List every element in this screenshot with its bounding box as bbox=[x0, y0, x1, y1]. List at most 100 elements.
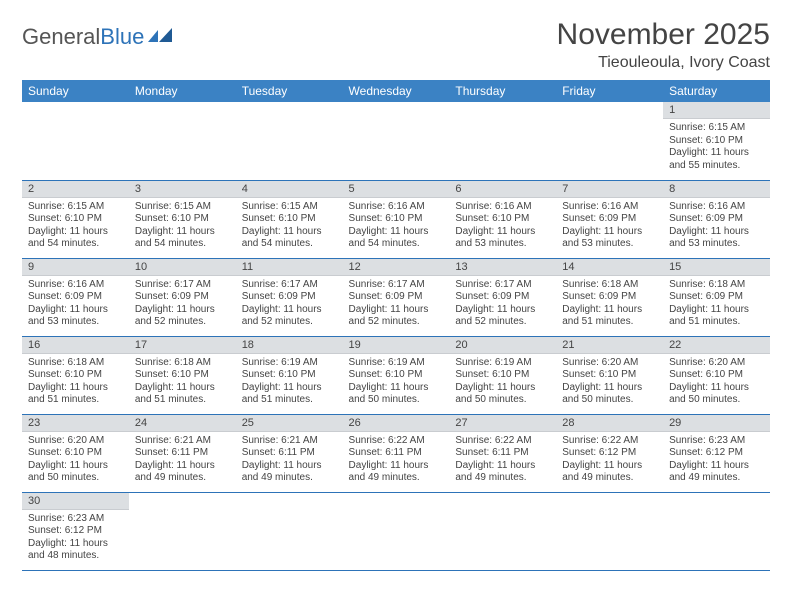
calendar-row: 16Sunrise: 6:18 AMSunset: 6:10 PMDayligh… bbox=[22, 336, 770, 414]
sunset-line: Sunset: 6:10 PM bbox=[349, 369, 444, 382]
day-cell: 18Sunrise: 6:19 AMSunset: 6:10 PMDayligh… bbox=[236, 336, 343, 414]
day-number: 13 bbox=[449, 259, 556, 276]
sunset-line: Sunset: 6:09 PM bbox=[669, 291, 764, 304]
sunset-line: Sunset: 6:09 PM bbox=[562, 213, 657, 226]
daylight-line: Daylight: 11 hours and 51 minutes. bbox=[562, 304, 657, 329]
daylight-line: Daylight: 11 hours and 50 minutes. bbox=[669, 382, 764, 407]
daylight-line: Daylight: 11 hours and 49 minutes. bbox=[349, 460, 444, 485]
day-number: 26 bbox=[343, 415, 450, 432]
day-details: Sunrise: 6:23 AMSunset: 6:12 PMDaylight:… bbox=[22, 510, 129, 569]
day-cell: 21Sunrise: 6:20 AMSunset: 6:10 PMDayligh… bbox=[556, 336, 663, 414]
sunset-line: Sunset: 6:09 PM bbox=[562, 291, 657, 304]
day-details: Sunrise: 6:17 AMSunset: 6:09 PMDaylight:… bbox=[449, 276, 556, 335]
empty-cell bbox=[22, 102, 129, 180]
day-details: Sunrise: 6:17 AMSunset: 6:09 PMDaylight:… bbox=[236, 276, 343, 335]
day-details: Sunrise: 6:22 AMSunset: 6:11 PMDaylight:… bbox=[449, 432, 556, 491]
day-number: 18 bbox=[236, 337, 343, 354]
day-number: 29 bbox=[663, 415, 770, 432]
day-number: 20 bbox=[449, 337, 556, 354]
sunrise-line: Sunrise: 6:16 AM bbox=[455, 201, 550, 214]
day-number: 15 bbox=[663, 259, 770, 276]
sunrise-line: Sunrise: 6:17 AM bbox=[135, 279, 230, 292]
sunset-line: Sunset: 6:09 PM bbox=[455, 291, 550, 304]
day-details: Sunrise: 6:16 AMSunset: 6:10 PMDaylight:… bbox=[449, 198, 556, 257]
day-number: 24 bbox=[129, 415, 236, 432]
logo: GeneralBlue bbox=[22, 24, 174, 50]
sunset-line: Sunset: 6:10 PM bbox=[455, 213, 550, 226]
day-details: Sunrise: 6:21 AMSunset: 6:11 PMDaylight:… bbox=[236, 432, 343, 491]
daylight-line: Daylight: 11 hours and 50 minutes. bbox=[28, 460, 123, 485]
sunset-line: Sunset: 6:10 PM bbox=[28, 369, 123, 382]
day-details: Sunrise: 6:18 AMSunset: 6:09 PMDaylight:… bbox=[556, 276, 663, 335]
sunset-line: Sunset: 6:10 PM bbox=[135, 369, 230, 382]
daylight-line: Daylight: 11 hours and 54 minutes. bbox=[28, 226, 123, 251]
day-number: 23 bbox=[22, 415, 129, 432]
day-number: 28 bbox=[556, 415, 663, 432]
daylight-line: Daylight: 11 hours and 53 minutes. bbox=[28, 304, 123, 329]
calendar-head: SundayMondayTuesdayWednesdayThursdayFrid… bbox=[22, 80, 770, 102]
daylight-line: Daylight: 11 hours and 49 minutes. bbox=[455, 460, 550, 485]
day-number: 25 bbox=[236, 415, 343, 432]
calendar-row: 1Sunrise: 6:15 AMSunset: 6:10 PMDaylight… bbox=[22, 102, 770, 180]
logo-flag-icon bbox=[148, 28, 174, 46]
day-number: 14 bbox=[556, 259, 663, 276]
weekday-header: Thursday bbox=[449, 80, 556, 102]
day-cell: 5Sunrise: 6:16 AMSunset: 6:10 PMDaylight… bbox=[343, 180, 450, 258]
day-cell: 11Sunrise: 6:17 AMSunset: 6:09 PMDayligh… bbox=[236, 258, 343, 336]
day-details: Sunrise: 6:20 AMSunset: 6:10 PMDaylight:… bbox=[663, 354, 770, 413]
sunrise-line: Sunrise: 6:17 AM bbox=[349, 279, 444, 292]
daylight-line: Daylight: 11 hours and 53 minutes. bbox=[455, 226, 550, 251]
sunset-line: Sunset: 6:10 PM bbox=[455, 369, 550, 382]
day-details: Sunrise: 6:18 AMSunset: 6:09 PMDaylight:… bbox=[663, 276, 770, 335]
day-details: Sunrise: 6:18 AMSunset: 6:10 PMDaylight:… bbox=[22, 354, 129, 413]
daylight-line: Daylight: 11 hours and 50 minutes. bbox=[349, 382, 444, 407]
sunset-line: Sunset: 6:10 PM bbox=[669, 369, 764, 382]
day-number: 11 bbox=[236, 259, 343, 276]
daylight-line: Daylight: 11 hours and 51 minutes. bbox=[669, 304, 764, 329]
sunrise-line: Sunrise: 6:18 AM bbox=[562, 279, 657, 292]
empty-cell bbox=[556, 492, 663, 570]
sunrise-line: Sunrise: 6:16 AM bbox=[562, 201, 657, 214]
daylight-line: Daylight: 11 hours and 53 minutes. bbox=[562, 226, 657, 251]
sunset-line: Sunset: 6:11 PM bbox=[455, 447, 550, 460]
day-details: Sunrise: 6:17 AMSunset: 6:09 PMDaylight:… bbox=[343, 276, 450, 335]
daylight-line: Daylight: 11 hours and 49 minutes. bbox=[669, 460, 764, 485]
empty-cell bbox=[343, 102, 450, 180]
day-details: Sunrise: 6:19 AMSunset: 6:10 PMDaylight:… bbox=[236, 354, 343, 413]
day-number: 17 bbox=[129, 337, 236, 354]
day-number: 2 bbox=[22, 181, 129, 198]
sunset-line: Sunset: 6:12 PM bbox=[669, 447, 764, 460]
sunrise-line: Sunrise: 6:16 AM bbox=[669, 201, 764, 214]
day-cell: 3Sunrise: 6:15 AMSunset: 6:10 PMDaylight… bbox=[129, 180, 236, 258]
calendar-row: 30Sunrise: 6:23 AMSunset: 6:12 PMDayligh… bbox=[22, 492, 770, 570]
day-number: 5 bbox=[343, 181, 450, 198]
day-cell: 12Sunrise: 6:17 AMSunset: 6:09 PMDayligh… bbox=[343, 258, 450, 336]
daylight-line: Daylight: 11 hours and 49 minutes. bbox=[242, 460, 337, 485]
weekday-header: Monday bbox=[129, 80, 236, 102]
sunset-line: Sunset: 6:09 PM bbox=[135, 291, 230, 304]
day-details: Sunrise: 6:15 AMSunset: 6:10 PMDaylight:… bbox=[236, 198, 343, 257]
day-details: Sunrise: 6:16 AMSunset: 6:09 PMDaylight:… bbox=[22, 276, 129, 335]
calendar-body: 1Sunrise: 6:15 AMSunset: 6:10 PMDaylight… bbox=[22, 102, 770, 570]
daylight-line: Daylight: 11 hours and 48 minutes. bbox=[28, 538, 123, 563]
weekday-header: Wednesday bbox=[343, 80, 450, 102]
sunset-line: Sunset: 6:10 PM bbox=[349, 213, 444, 226]
day-cell: 17Sunrise: 6:18 AMSunset: 6:10 PMDayligh… bbox=[129, 336, 236, 414]
day-cell: 4Sunrise: 6:15 AMSunset: 6:10 PMDaylight… bbox=[236, 180, 343, 258]
day-details: Sunrise: 6:16 AMSunset: 6:10 PMDaylight:… bbox=[343, 198, 450, 257]
header: GeneralBlue November 2025 Tieouleoula, I… bbox=[22, 18, 770, 72]
day-cell: 25Sunrise: 6:21 AMSunset: 6:11 PMDayligh… bbox=[236, 414, 343, 492]
daylight-line: Daylight: 11 hours and 50 minutes. bbox=[562, 382, 657, 407]
location: Tieouleoula, Ivory Coast bbox=[557, 54, 770, 72]
sunrise-line: Sunrise: 6:18 AM bbox=[669, 279, 764, 292]
day-cell: 22Sunrise: 6:20 AMSunset: 6:10 PMDayligh… bbox=[663, 336, 770, 414]
sunrise-line: Sunrise: 6:19 AM bbox=[455, 357, 550, 370]
day-cell: 26Sunrise: 6:22 AMSunset: 6:11 PMDayligh… bbox=[343, 414, 450, 492]
daylight-line: Daylight: 11 hours and 51 minutes. bbox=[242, 382, 337, 407]
daylight-line: Daylight: 11 hours and 52 minutes. bbox=[135, 304, 230, 329]
daylight-line: Daylight: 11 hours and 53 minutes. bbox=[669, 226, 764, 251]
day-details: Sunrise: 6:22 AMSunset: 6:11 PMDaylight:… bbox=[343, 432, 450, 491]
calendar-row: 23Sunrise: 6:20 AMSunset: 6:10 PMDayligh… bbox=[22, 414, 770, 492]
day-details: Sunrise: 6:17 AMSunset: 6:09 PMDaylight:… bbox=[129, 276, 236, 335]
day-cell: 8Sunrise: 6:16 AMSunset: 6:09 PMDaylight… bbox=[663, 180, 770, 258]
